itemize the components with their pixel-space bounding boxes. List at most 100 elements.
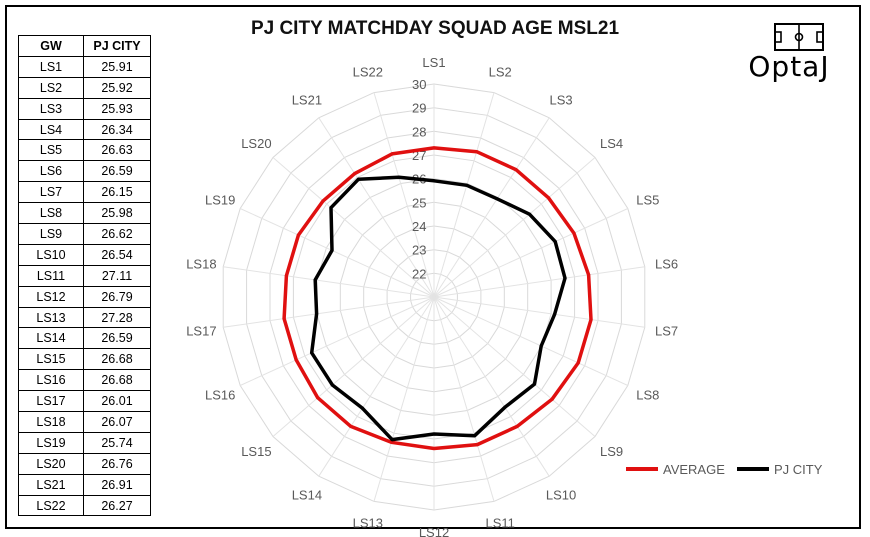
gw-cell: LS22	[18, 494, 84, 517]
category-label: LS1	[422, 55, 445, 70]
pj-city-point	[330, 248, 334, 252]
logo-text: OptaJ	[748, 50, 830, 83]
average-point	[589, 318, 593, 322]
pj-city-point	[315, 312, 319, 316]
category-label: LS3	[550, 92, 573, 107]
pj-city-point	[432, 432, 436, 436]
radial-tick-label: 30	[412, 77, 426, 92]
radial-spoke	[433, 266, 645, 298]
radial-spoke	[239, 296, 435, 386]
average-point	[294, 358, 298, 362]
average-point	[514, 168, 518, 172]
table-row: LS12 26.79	[18, 285, 151, 308]
pj-city-cell: 27.28	[83, 306, 151, 329]
radial-tick-label: 29	[412, 101, 426, 116]
radial-tick-label: 22	[412, 266, 426, 281]
radial-tick-label: 23	[412, 243, 426, 258]
table-row: LS5 26.63	[18, 139, 151, 162]
radial-spoke	[239, 208, 435, 298]
pj-city-cell: 26.15	[83, 181, 151, 204]
radial-spoke	[272, 296, 435, 437]
gw-cell: LS12	[18, 285, 84, 308]
pj-city-cell: 25.74	[83, 431, 151, 454]
average-point	[572, 231, 576, 235]
pj-city-point	[313, 278, 317, 282]
pj-city-cell: 26.59	[83, 327, 151, 350]
pj-city-cell: 25.92	[83, 76, 151, 99]
gw-cell: LS5	[18, 139, 84, 162]
gw-cell: LS10	[18, 243, 84, 266]
gw-cell: LS4	[18, 118, 84, 141]
pj-city-cell: 26.07	[83, 411, 151, 433]
radial-tick-label: 28	[412, 124, 426, 139]
average-point	[576, 361, 580, 365]
radial-spoke	[373, 296, 435, 502]
pj-city-point	[503, 405, 507, 409]
radial-spoke	[433, 296, 629, 386]
pj-city-cell: 26.34	[83, 118, 151, 141]
table-row: LS4 26.34	[18, 118, 151, 141]
average-point	[389, 440, 393, 444]
gw-cell: LS2	[18, 76, 84, 99]
average-point	[349, 424, 353, 428]
category-label: LS18	[186, 257, 216, 272]
gw-cell: LS17	[18, 390, 84, 413]
table-row: LS7 26.15	[18, 181, 151, 204]
category-label: LS13	[353, 516, 383, 531]
chart-title: PJ CITY MATCHDAY SQUAD AGE MSL21	[250, 18, 620, 39]
legend-label-pj-city: PJ CITY	[774, 462, 823, 477]
average-point	[282, 317, 286, 321]
pj-city-cell: 26.68	[83, 369, 151, 392]
pj-city-cell: 26.76	[83, 452, 151, 475]
table-row: LS2 25.92	[18, 76, 151, 99]
table-row: LS11 27.11	[18, 264, 151, 287]
average-point	[515, 424, 519, 428]
category-label: LS7	[655, 323, 678, 338]
pj-city-point	[553, 240, 557, 244]
gw-cell: LS11	[18, 264, 84, 287]
average-point	[475, 150, 479, 154]
pj-city-cell: 26.27	[83, 494, 151, 517]
pj-city-point	[397, 175, 401, 179]
average-point	[296, 233, 300, 237]
pj-city-cell: 25.91	[83, 55, 151, 78]
gw-cell: LS13	[18, 306, 84, 329]
category-label: LS19	[205, 192, 235, 207]
category-label: LS21	[292, 92, 322, 107]
category-label: LS20	[241, 136, 271, 151]
radial-spoke	[433, 157, 596, 298]
pj-city-cell: 26.79	[83, 285, 151, 308]
pj-city-cell: 26.68	[83, 348, 151, 371]
table-row: LS8 25.98	[18, 202, 151, 225]
category-label: LS15	[241, 444, 271, 459]
radial-spoke	[433, 296, 596, 437]
average-point	[316, 396, 320, 400]
radial-spoke	[433, 296, 550, 477]
radial-spoke	[318, 117, 435, 298]
pj-city-point	[533, 382, 536, 386]
pj-city-cell: 26.91	[83, 473, 151, 496]
pj-city-point	[361, 406, 364, 410]
table-row: LS6 26.59	[18, 160, 151, 183]
average-point	[432, 146, 436, 150]
pj-city-point	[473, 434, 477, 438]
radial-spoke	[433, 117, 550, 298]
radial-spoke	[433, 296, 495, 502]
category-label: LS16	[205, 388, 235, 403]
gw-cell: LS21	[18, 473, 84, 496]
pj-city-point	[553, 312, 557, 316]
radial-spoke	[433, 208, 629, 298]
category-label: LS6	[655, 257, 678, 272]
radial-spoke	[223, 296, 435, 328]
pj-city-cell: 27.11	[83, 264, 151, 287]
average-point	[390, 152, 394, 156]
pj-city-cell: 26.63	[83, 139, 151, 162]
pj-city-cell: 26.59	[83, 160, 151, 183]
radial-spoke	[373, 92, 435, 298]
pj-city-point	[465, 183, 469, 187]
pj-city-point	[528, 212, 531, 216]
table-row: LS10 26.54	[18, 243, 151, 266]
optaj-logo: OptaJ	[744, 20, 834, 90]
category-label: LS22	[353, 65, 383, 80]
